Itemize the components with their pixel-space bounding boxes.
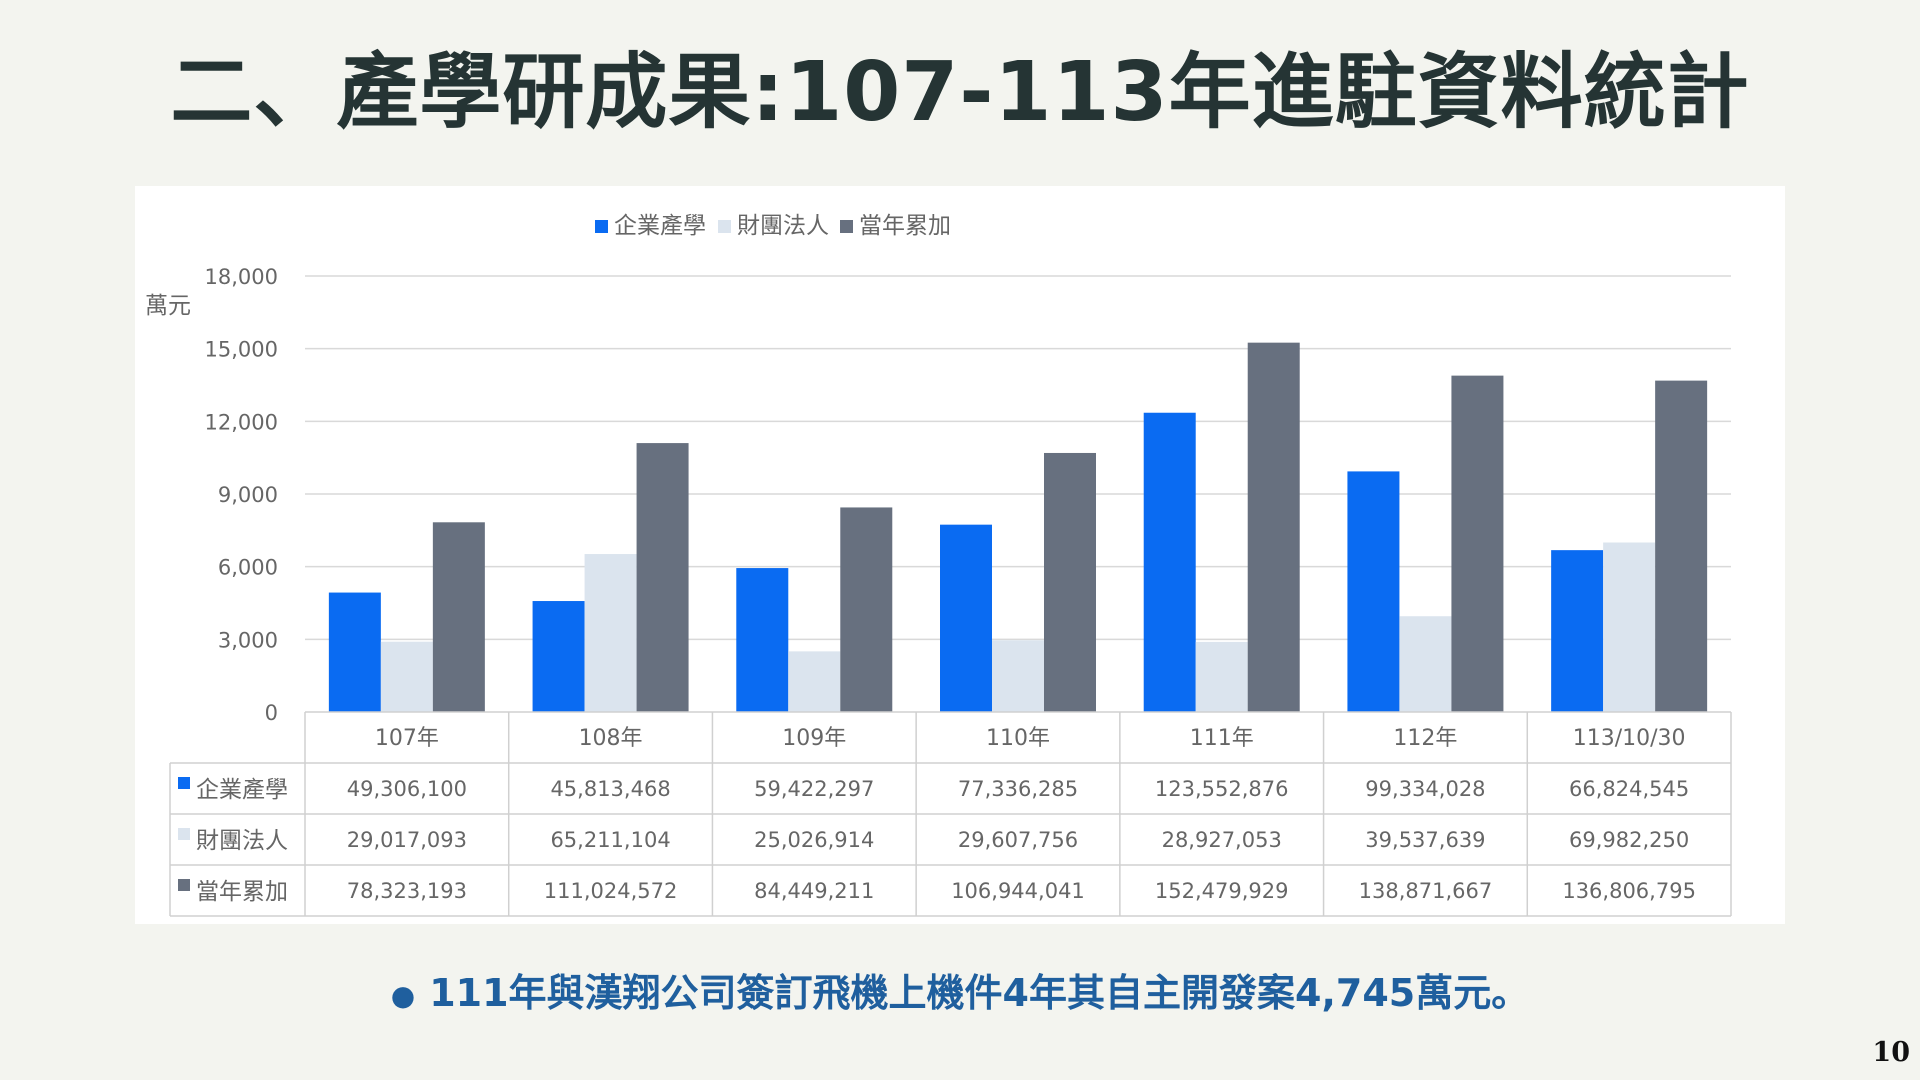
table-cell-value: 123,552,876 (1155, 777, 1289, 801)
legend-swatch-2 (718, 220, 731, 233)
page-title: 二、產學研成果:107-113年進駐資料統計 (170, 45, 1750, 140)
table-cell-value: 29,017,093 (347, 828, 467, 852)
x-category-label: 107年 (375, 726, 439, 751)
table-cell-value: 111,024,572 (544, 879, 678, 903)
table-cell-value: 39,537,639 (1365, 828, 1485, 852)
bar-當年累加-109年 (840, 507, 893, 712)
y-tick-label: 15,000 (205, 338, 278, 362)
note-text: 111年與漢翔公司簽訂飛機上機件4年其自主開發案4,745萬元。 (429, 971, 1530, 1015)
bar-當年累加-111年 (1247, 342, 1300, 712)
table-row-swatch-1 (178, 777, 190, 789)
bullet-icon: ● (390, 979, 416, 1012)
bar-財團法人-108年 (584, 554, 637, 712)
x-category-label: 112年 (1393, 726, 1457, 751)
table-row-label-1: 企業產學 (196, 777, 288, 803)
table-cell-value: 49,306,100 (347, 777, 467, 801)
bullet-note: ● 111年與漢翔公司簽訂飛機上機件4年其自主開發案4,745萬元。 (0, 962, 1920, 1017)
bar-當年累加-107年 (432, 522, 485, 712)
bar-當年累加-113/10/30 (1655, 380, 1708, 712)
table-row-swatch-2 (178, 828, 190, 840)
table-cell-value: 152,479,929 (1155, 879, 1289, 903)
bar-企業產學-109年 (736, 568, 789, 712)
bar-財團法人-110年 (992, 640, 1044, 712)
table-cell-value: 65,211,104 (550, 828, 670, 852)
y-tick-label: 0 (265, 701, 278, 725)
table-cell-value: 136,806,795 (1562, 879, 1696, 903)
x-category-label: 113/10/30 (1573, 726, 1686, 751)
bar-企業產學-110年 (940, 524, 992, 712)
legend-swatch-3 (840, 220, 853, 233)
table-cell-value: 84,449,211 (754, 879, 874, 903)
y-tick-label: 6,000 (218, 556, 278, 580)
y-tick-label: 9,000 (218, 483, 278, 507)
table-cell-value: 77,336,285 (958, 777, 1078, 801)
bar-財團法人-113/10/30 (1603, 542, 1656, 712)
bar-企業產學-111年 (1143, 412, 1196, 712)
x-category-label: 109年 (782, 726, 846, 751)
y-tick-label: 18,000 (205, 265, 278, 289)
table-cell-value: 78,323,193 (347, 879, 467, 903)
bar-chart-with-data-table: 企業產學 財團法人 當年累加萬元03,0006,0009,00012,00015,0… (145, 213, 1732, 917)
table-cell-value: 106,944,041 (951, 879, 1085, 903)
table-row-swatch-3 (178, 879, 190, 891)
table-cell-value: 99,334,028 (1365, 777, 1485, 801)
page-number: 10 (1872, 1037, 1910, 1068)
table-cell-value: 59,422,297 (754, 777, 874, 801)
table-cell-value: 29,607,756 (958, 828, 1078, 852)
table-cell-value: 28,927,053 (1162, 828, 1282, 852)
bar-財團法人-111年 (1195, 641, 1248, 712)
y-axis-unit-label: 萬元 (145, 293, 191, 319)
legend-swatch-1 (595, 220, 608, 233)
bar-企業產學-113/10/30 (1551, 550, 1604, 712)
bar-企業產學-112年 (1347, 471, 1400, 712)
y-tick-label: 12,000 (205, 410, 278, 434)
table-cell-value: 25,026,914 (754, 828, 874, 852)
legend-label-2: 財團法人 (737, 213, 829, 239)
x-category-label: 108年 (579, 726, 643, 751)
table-cell-value: 69,982,250 (1569, 828, 1689, 852)
x-category-label: 111年 (1190, 726, 1254, 751)
y-tick-label: 3,000 (218, 628, 278, 652)
bar-財團法人-112年 (1399, 616, 1452, 712)
legend-label-1: 企業產學 (614, 213, 706, 239)
table-row-label-2: 財團法人 (196, 828, 288, 854)
table-cell-value: 138,871,667 (1359, 879, 1493, 903)
bar-當年累加-112年 (1451, 375, 1504, 712)
table-cell-value: 45,813,468 (550, 777, 670, 801)
legend-label-3: 當年累加 (859, 213, 951, 239)
x-category-label: 110年 (986, 726, 1050, 751)
chart-panel: 企業產學 財團法人 當年累加 萬元 0 3,000 6,000 9,000 12,000 15,0… (135, 186, 1785, 924)
bar-企業產學-107年 (328, 592, 381, 712)
bar-當年累加-108年 (636, 443, 689, 712)
table-row-label-3: 當年累加 (196, 879, 288, 905)
bar-企業產學-108年 (532, 601, 585, 712)
bar-財團法人-107年 (380, 641, 433, 712)
bar-財團法人-109年 (788, 651, 841, 712)
table-cell-value: 66,824,545 (1569, 777, 1689, 801)
bar-當年累加-110年 (1044, 452, 1096, 712)
